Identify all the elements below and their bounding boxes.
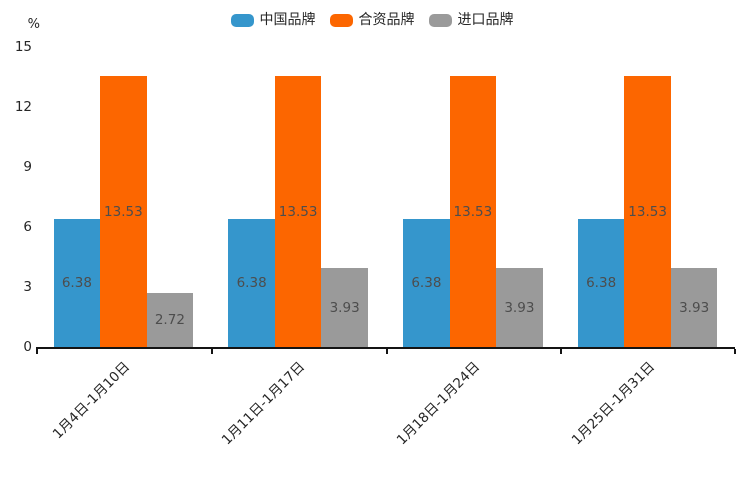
x-axis-tick [385,349,388,354]
y-axis-tick-label-3: 3 [23,279,32,295]
bar-value-label: 2.72 [154,311,185,328]
y-axis-unit-label: % [27,17,40,32]
y-axis-tick-label-15: 15 [14,39,32,55]
bar-china-brand: 6.38 [577,219,625,347]
legend-item-joint-venture-brand[interactable]: 合资品牌 [329,11,415,29]
bar-group-week1: 6.38 13.53 2.72 [36,47,211,347]
bar-joint-venture-brand: 13.53 [449,76,497,347]
bar-value-label: 6.38 [411,275,442,292]
bar-china-brand: 6.38 [403,219,450,347]
bar-joint-venture-brand: 13.53 [100,76,147,347]
legend-item-china-brand[interactable]: 中国品牌 [230,11,316,29]
x-axis-tick [560,349,562,354]
bar-value-label: 3.93 [504,299,535,316]
legend-swatch-import-brand-icon [428,13,452,27]
x-axis-label-week3: 1月18日-1月24日 [393,358,484,449]
x-axis-label-week2: 1月11日-1月17日 [218,358,309,449]
x-axis-label-week1: 1月4日-1月10日 [49,358,134,443]
bar-group-week4: 6.38 13.53 3.93 [560,47,735,347]
x-axis-label-week4: 1月25日-1月31日 [568,358,659,449]
bar-china-brand: 6.38 [53,219,101,347]
y-axis-tick-label-9: 9 [23,159,32,175]
legend-item-import-brand[interactable]: 进口品牌 [428,11,514,29]
x-axis-tick [210,349,213,354]
bar-value-label: 3.93 [329,299,360,316]
bar-joint-venture-brand: 13.53 [274,76,322,347]
bar-value-label: 13.53 [104,203,143,220]
plot-area: 6.38 13.53 2.72 6.38 13.53 3.93 6.38 [36,47,735,349]
bar-value-label: 6.38 [586,275,617,292]
bar-value-label: 13.53 [628,203,667,220]
bar-group-week3: 6.38 13.53 3.93 [386,47,561,347]
legend-label-china-brand: 中国品牌 [259,12,316,28]
bar-value-label: 3.93 [679,299,710,316]
x-axis-tick [36,349,38,354]
bar-joint-venture-brand: 13.53 [624,76,671,347]
x-axis-tick [733,349,736,354]
chart-legend: 中国品牌 合资品牌 进口品牌 [0,11,744,29]
legend-label-import-brand: 进口品牌 [457,12,514,28]
bar-import-brand: 3.93 [496,268,543,347]
bar-import-brand: 3.93 [670,268,718,347]
bar-import-brand: 2.72 [146,292,194,347]
bar-value-label: 6.38 [236,275,267,292]
bar-china-brand: 6.38 [228,219,275,347]
y-axis-tick-label-6: 6 [23,219,32,235]
y-axis-tick-label-0: 0 [23,339,32,355]
y-axis-tick-label-12: 12 [14,99,32,115]
bar-value-label: 6.38 [61,275,92,292]
bar-value-label: 13.53 [278,203,318,220]
legend-swatch-china-brand-icon [230,13,254,27]
legend-swatch-joint-venture-brand-icon [329,13,353,27]
legend-label-joint-venture-brand: 合资品牌 [358,12,415,28]
bar-import-brand: 3.93 [321,268,368,347]
bar-value-label: 13.53 [453,203,493,220]
bar-group-week2: 6.38 13.53 3.93 [211,47,386,347]
